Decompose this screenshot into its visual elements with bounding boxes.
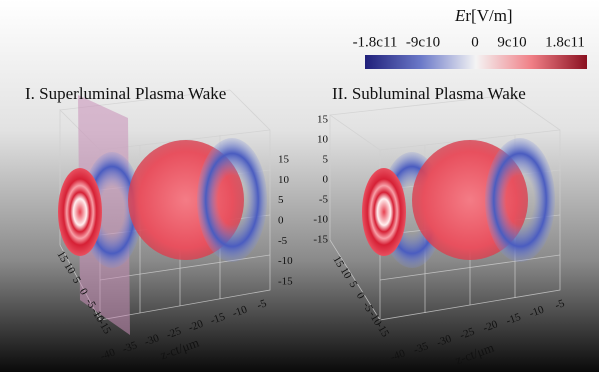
z-tick: -20 <box>187 318 205 334</box>
depth-tick: 0 <box>354 290 367 301</box>
vertical-tick: -5 <box>278 235 288 247</box>
colorbar-tick: 0 <box>471 34 479 50</box>
vertical-tick: 5 <box>323 154 329 166</box>
z-tick: -40 <box>389 347 407 363</box>
z-tick: -15 <box>505 311 523 327</box>
panel-title: II. Subluminal Plasma Wake <box>332 84 526 103</box>
volume-render <box>58 95 555 335</box>
panel-title: I. Superluminal Plasma Wake <box>25 84 226 103</box>
z-tick: -35 <box>121 339 139 355</box>
vertical-tick: -15 <box>313 234 328 246</box>
z-tick: -10 <box>231 303 249 319</box>
vertical-tick: 15 <box>278 154 290 166</box>
colorbar-unit: r[V/m] <box>465 6 512 25</box>
vertical-tick: -15 <box>278 276 293 288</box>
vertical-tick: 0 <box>278 215 284 227</box>
vertical-tick: 5 <box>278 194 284 206</box>
vertical-tick: -10 <box>278 255 293 267</box>
colorbar-tick: 1.8c11 <box>545 34 585 50</box>
vertical-tick: 10 <box>278 174 290 186</box>
z-tick: -35 <box>412 340 430 356</box>
z-tick: -5 <box>255 297 268 312</box>
colorbar-tick: 9c10 <box>497 34 526 50</box>
colorbar-tick: -9c10 <box>406 34 440 50</box>
colorbar-title: Er[V/m] <box>454 6 513 25</box>
vertical-tick: -5 <box>319 194 329 206</box>
z-tick: -20 <box>481 318 499 334</box>
vertical-tick: -10 <box>313 214 328 226</box>
colorbar <box>365 55 587 69</box>
depth-tick: 5 <box>347 279 360 290</box>
z-tick: -10 <box>528 304 546 320</box>
depth-tick: 0 <box>77 286 90 297</box>
z-tick: -30 <box>435 333 453 349</box>
z-tick: -30 <box>143 332 161 348</box>
z-tick: -15 <box>209 311 227 327</box>
colorbar-tick: -1.8c11 <box>353 34 398 50</box>
vertical-tick: 10 <box>317 134 329 146</box>
z-tick: -25 <box>165 325 183 341</box>
vertical-tick: 15 <box>317 114 329 126</box>
depth-tick: 5 <box>70 275 83 286</box>
colorbar-symbol: E <box>454 6 466 25</box>
z-tick: -40 <box>99 346 117 362</box>
z-tick: -25 <box>458 325 476 341</box>
z-tick: -5 <box>553 297 566 312</box>
vertical-tick: 0 <box>323 174 329 186</box>
